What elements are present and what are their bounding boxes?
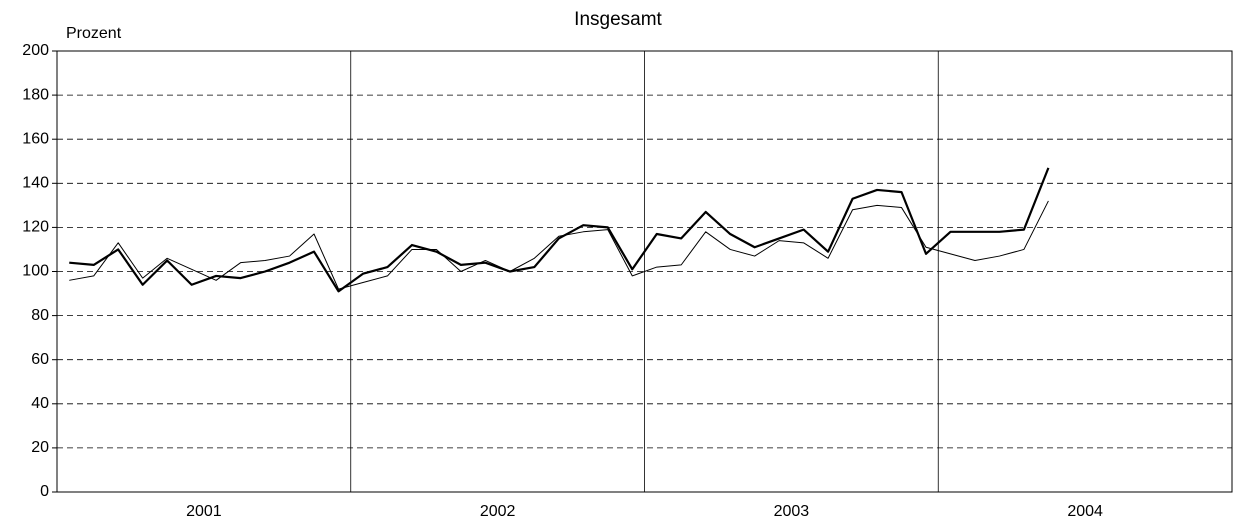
y-axis-label: Prozent xyxy=(66,25,122,42)
x-tick-label: 2003 xyxy=(774,503,810,520)
y-tick-label: 200 xyxy=(22,42,49,59)
y-tick-label: 100 xyxy=(22,263,49,280)
y-tick-label: 120 xyxy=(22,219,49,236)
chart-title: Insgesamt xyxy=(574,9,662,30)
y-tick-label: 0 xyxy=(40,483,49,500)
y-tick-label: 160 xyxy=(22,130,49,147)
y-tick-label: 60 xyxy=(31,351,49,368)
line-series xyxy=(69,200,1049,290)
x-tick-label: 2002 xyxy=(480,503,516,520)
line-series xyxy=(69,167,1050,293)
x-tick-label: 2004 xyxy=(1067,503,1103,520)
y-tick-label: 80 xyxy=(31,307,49,324)
y-tick-label: 20 xyxy=(31,439,49,456)
plot-frame xyxy=(56,50,1233,493)
y-tick-label: 140 xyxy=(22,175,49,192)
y-tick-label: 40 xyxy=(31,395,49,412)
y-tick-label: 180 xyxy=(22,86,49,103)
x-tick-label: 2001 xyxy=(186,503,222,520)
